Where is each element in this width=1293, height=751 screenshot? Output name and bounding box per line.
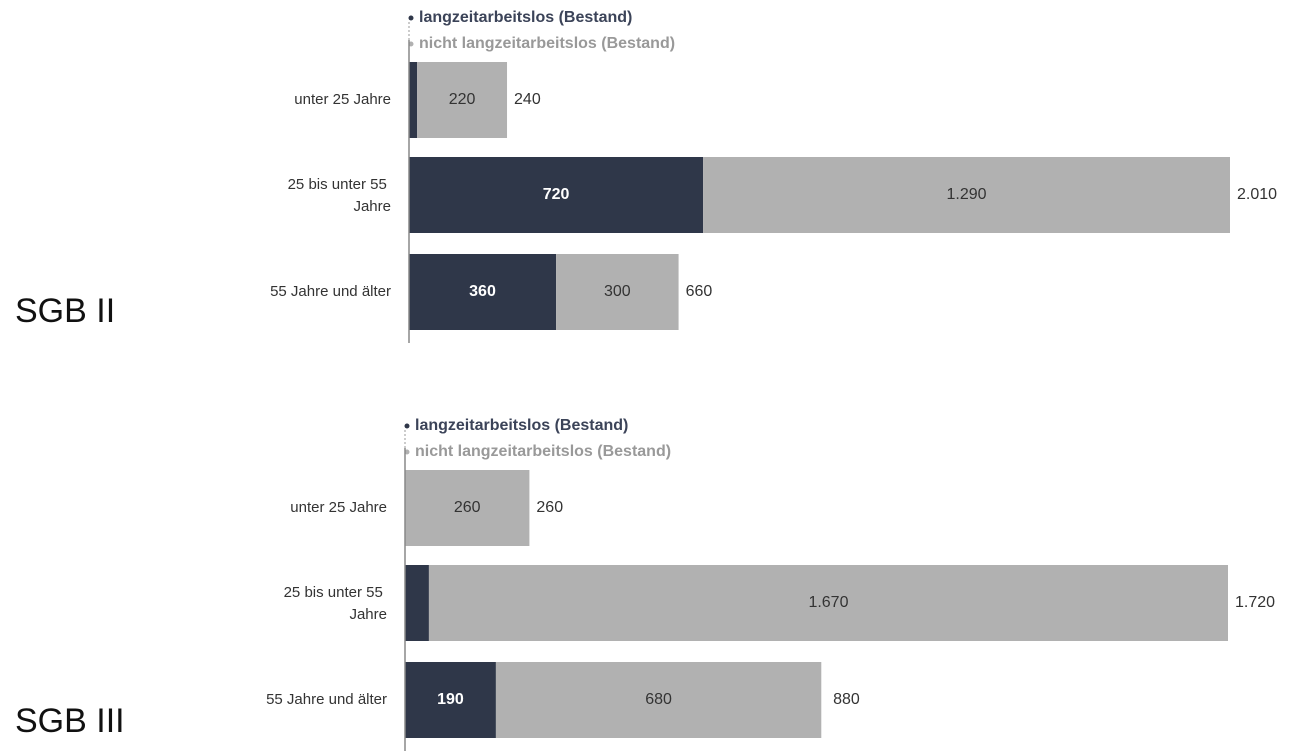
bar-segment bbox=[405, 565, 429, 641]
category-label: 25 bis unter 55 Jahre bbox=[284, 584, 387, 623]
data-label: 220 bbox=[449, 91, 476, 108]
legend-label: nicht langzeitarbeitslos (Bestand) bbox=[415, 443, 671, 460]
legend-label: nicht langzeitarbeitslos (Bestand) bbox=[419, 35, 675, 52]
bar-segment bbox=[428, 565, 1228, 641]
bar-segment bbox=[417, 62, 508, 138]
data-label: 1.290 bbox=[947, 186, 987, 203]
category-label: 55 Jahre und älter bbox=[266, 691, 387, 708]
total-label: 2.010 bbox=[1237, 186, 1277, 203]
data-label: 300 bbox=[604, 283, 631, 300]
legend-label: langzeitarbeitslos (Bestand) bbox=[419, 9, 632, 26]
chart-title: SGB III bbox=[15, 702, 125, 740]
legend-marker bbox=[408, 15, 414, 21]
category-label: unter 25 Jahre bbox=[294, 91, 391, 108]
bar-segment bbox=[409, 157, 704, 233]
bar-segment bbox=[556, 254, 679, 330]
data-label: 720 bbox=[543, 186, 570, 203]
total-label: 1.720 bbox=[1235, 594, 1275, 611]
chart-title: SGB II bbox=[15, 292, 115, 330]
total-label: 880 bbox=[833, 691, 860, 708]
legend-marker bbox=[404, 423, 410, 429]
category-label: unter 25 Jahre bbox=[290, 499, 387, 516]
bar-segment bbox=[405, 470, 530, 546]
bar-segment bbox=[409, 62, 418, 138]
data-label: 680 bbox=[645, 691, 672, 708]
bar-segment bbox=[409, 254, 557, 330]
category-label: 55 Jahre und älter bbox=[270, 283, 391, 300]
total-label: 260 bbox=[536, 499, 563, 516]
legend-label: langzeitarbeitslos (Bestand) bbox=[415, 417, 628, 434]
bar-segment bbox=[405, 662, 496, 738]
bar-segment bbox=[703, 157, 1230, 233]
data-label: 1.670 bbox=[808, 594, 848, 611]
data-label: 260 bbox=[454, 499, 481, 516]
total-label: 660 bbox=[686, 283, 713, 300]
total-label: 240 bbox=[514, 91, 541, 108]
data-label: 360 bbox=[469, 283, 496, 300]
bar-segment bbox=[495, 662, 822, 738]
data-label: 190 bbox=[437, 691, 464, 708]
category-label: 25 bis unter 55 Jahre bbox=[288, 176, 391, 215]
